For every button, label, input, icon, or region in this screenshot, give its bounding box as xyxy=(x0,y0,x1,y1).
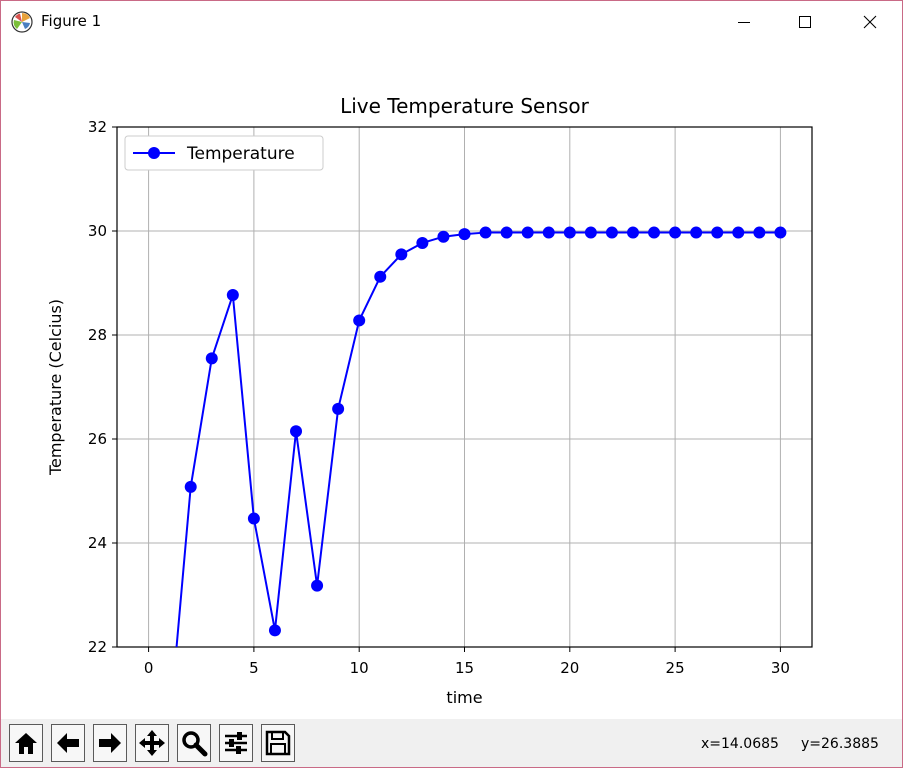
arrow-left-icon xyxy=(57,733,79,753)
data-point xyxy=(626,226,639,239)
maximize-button[interactable] xyxy=(776,1,834,43)
x-tick-label: 25 xyxy=(666,659,685,677)
y-tick-label: 22 xyxy=(88,638,107,656)
move-icon xyxy=(139,730,165,756)
legend: Temperature xyxy=(124,135,324,171)
x-axis-label: time xyxy=(446,688,482,707)
data-point xyxy=(563,226,576,239)
y-tick-label: 30 xyxy=(88,222,107,240)
data-point xyxy=(711,226,724,239)
y-tick-label: 32 xyxy=(88,118,107,136)
home-button[interactable] xyxy=(9,724,43,762)
axes: 0 5 10 15 20 25 30 22 24 26 28 30 32 xyxy=(88,118,813,677)
data-point xyxy=(437,230,450,243)
chart-title: Live Temperature Sensor xyxy=(340,94,590,118)
matplotlib-logo-icon xyxy=(11,11,33,33)
legend-marker xyxy=(148,147,160,159)
line-chart: 0 5 10 15 20 25 30 22 24 26 28 30 32 Live Temperatur… xyxy=(46,94,813,707)
arrow-right-icon xyxy=(99,733,121,753)
x-tick-label: 0 xyxy=(144,659,154,677)
y-tick-label: 26 xyxy=(88,430,107,448)
figure-canvas[interactable]: 0 5 10 15 20 25 30 22 24 26 28 30 32 Live Temperatur… xyxy=(1,43,902,719)
zoom-button[interactable] xyxy=(177,724,211,762)
data-point xyxy=(416,236,429,249)
data-point xyxy=(605,226,618,239)
data-point xyxy=(268,624,281,637)
data-point xyxy=(648,226,661,239)
data-point xyxy=(542,226,555,239)
data-point xyxy=(500,226,513,239)
sliders-icon xyxy=(225,732,247,754)
data-point xyxy=(753,226,766,239)
x-tick-label: 10 xyxy=(350,659,369,677)
data-point xyxy=(458,228,471,241)
close-icon xyxy=(863,15,877,29)
data-point xyxy=(247,512,260,525)
save-button[interactable] xyxy=(261,724,295,762)
grid xyxy=(117,126,812,648)
data-point xyxy=(332,402,345,415)
minimize-button[interactable] xyxy=(715,1,773,43)
y-axis-label: Temperature (Celcius) xyxy=(46,299,65,476)
home-icon xyxy=(15,733,37,754)
series-temperature xyxy=(175,226,787,647)
data-point xyxy=(184,480,197,493)
minimize-icon xyxy=(738,22,750,23)
data-point xyxy=(226,288,239,301)
floppy-disk-icon xyxy=(265,730,291,756)
data-point xyxy=(205,352,218,365)
maximize-icon xyxy=(799,16,811,28)
data-point xyxy=(290,425,303,438)
y-tick-label: 28 xyxy=(88,326,107,344)
data-point xyxy=(353,314,366,327)
data-point xyxy=(479,226,492,239)
cursor-x-readout: x=14.0685 xyxy=(701,736,779,752)
close-button[interactable] xyxy=(841,1,899,43)
forward-button[interactable] xyxy=(93,724,127,762)
cursor-y-readout: y=26.3885 xyxy=(801,736,879,752)
data-point xyxy=(374,270,387,283)
x-tick-label: 5 xyxy=(249,659,259,677)
data-point xyxy=(395,248,408,261)
title-bar[interactable]: Figure 1 xyxy=(1,1,902,43)
data-point xyxy=(521,226,534,239)
data-point xyxy=(311,579,324,592)
x-tick-label: 20 xyxy=(560,659,579,677)
magnifier-icon xyxy=(182,731,208,757)
configure-subplots-button[interactable] xyxy=(219,724,253,762)
data-point xyxy=(690,226,703,239)
data-point xyxy=(774,226,787,239)
y-tick-label: 24 xyxy=(88,534,107,552)
x-tick-label: 15 xyxy=(455,659,474,677)
legend-label: Temperature xyxy=(186,144,295,164)
series-line xyxy=(175,231,781,647)
data-point xyxy=(584,226,597,239)
legend-box xyxy=(124,135,324,171)
navigation-toolbar: x=14.0685 y=26.3885 xyxy=(1,719,902,767)
data-point xyxy=(732,226,745,239)
x-tick-label: 30 xyxy=(771,659,790,677)
back-button[interactable] xyxy=(51,724,85,762)
pan-button[interactable] xyxy=(135,724,169,762)
data-point xyxy=(669,226,682,239)
window-title: Figure 1 xyxy=(41,12,102,30)
